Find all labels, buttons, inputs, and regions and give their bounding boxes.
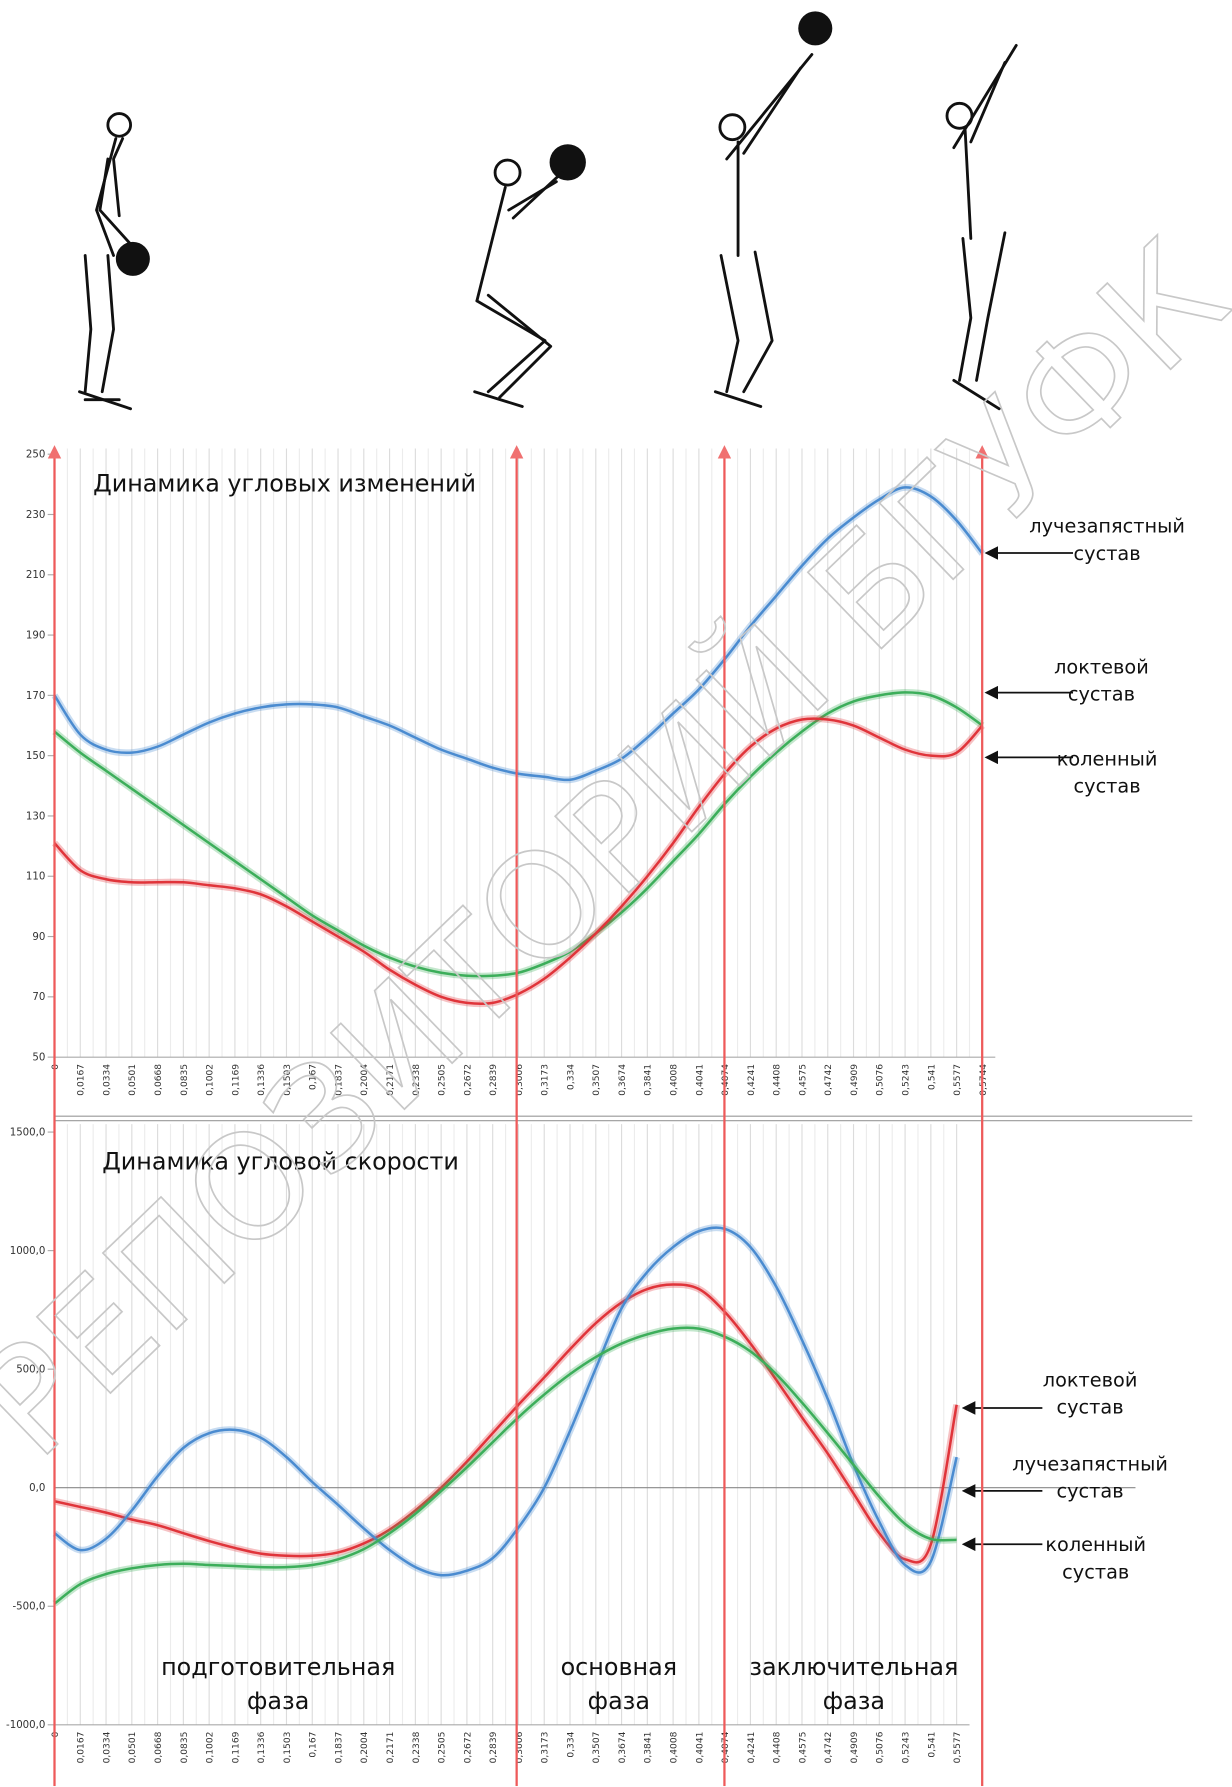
series-label: коленный сустав xyxy=(1045,1532,1146,1587)
x-tick-label: 0,4408 xyxy=(773,1064,783,1096)
y-tick-label: 250 xyxy=(26,450,45,461)
x-tick-label: 0 xyxy=(51,1064,61,1070)
y-tick-label: 170 xyxy=(26,691,45,702)
x-tick-label: 0,4909 xyxy=(850,1731,860,1763)
x-tick-label: 0,5577 xyxy=(953,1064,963,1096)
x-tick-label: 0 xyxy=(51,1731,61,1737)
x-tick-label: 0,0501 xyxy=(128,1064,138,1096)
chart-canvas: 0 0,0167 0,0334 0,0501 0,0668 0,0835 0,1002 0,1… xyxy=(0,0,1232,1786)
x-tick-label: 0,541 xyxy=(927,1732,937,1758)
y-tick-label: 50 xyxy=(32,1053,45,1064)
x-tick-label: 0,1002 xyxy=(206,1732,216,1764)
x-tick-label: 0,1169 xyxy=(231,1731,241,1763)
x-tick-label: 0,1837 xyxy=(334,1732,344,1764)
x-tick-label: 0,334 xyxy=(566,1731,576,1757)
y-tick-label: 150 xyxy=(26,751,45,762)
y-tick-label: 210 xyxy=(26,570,45,581)
x-tick-label: 0,0334 xyxy=(102,1731,112,1763)
x-tick-label: 0,4074 xyxy=(721,1064,731,1096)
y-tick-label: 1000,0 xyxy=(10,1246,46,1257)
figure-1 xyxy=(79,114,149,409)
x-tick-label: 0,0167 xyxy=(77,1064,87,1096)
y-tick-label: 230 xyxy=(26,510,45,521)
x-tick-label: 0,3841 xyxy=(644,1064,654,1096)
series-label: локтевой сустав xyxy=(1043,1367,1138,1422)
x-tick-label: 0,2004 xyxy=(360,1731,370,1763)
x-tick-label: 0,3507 xyxy=(592,1064,602,1096)
watermark: РЕПОЗИТОРИЙ БГУФК xyxy=(0,210,1232,1489)
figure-3 xyxy=(715,11,832,406)
x-tick-label: 0,0334 xyxy=(102,1064,112,1096)
x-tick-label: 0,2672 xyxy=(463,1732,473,1764)
y-tick-label: 110 xyxy=(26,872,45,883)
phase-label: основная фаза xyxy=(561,1650,677,1718)
series-label: коленный сустав xyxy=(1057,746,1158,801)
x-tick-label: 0,4408 xyxy=(773,1731,783,1763)
x-tick-label: 0,5577 xyxy=(953,1732,963,1764)
chart-title: Динамика угловых изменений xyxy=(93,470,476,498)
y-tick-label: -500,0 xyxy=(13,1602,46,1613)
x-tick-label: 0,0668 xyxy=(154,1731,164,1763)
x-tick-label: 0,0167 xyxy=(77,1732,87,1764)
x-tick-label: 0,3173 xyxy=(541,1731,551,1763)
x-tick-label: 0,5076 xyxy=(876,1064,886,1096)
x-tick-label: 0,3507 xyxy=(592,1732,602,1764)
x-tick-label: 0,2839 xyxy=(489,1731,499,1763)
phase-label: заключительная фаза xyxy=(749,1650,958,1718)
x-tick-label: 0,4909 xyxy=(850,1064,860,1096)
series-label: локтевой сустав xyxy=(1054,654,1149,709)
x-tick-label: 0,3841 xyxy=(644,1732,654,1764)
x-tick-label: 0,5076 xyxy=(876,1731,886,1763)
x-tick-label: 0,1336 xyxy=(257,1731,267,1763)
x-tick-label: 0,0501 xyxy=(128,1732,138,1764)
x-tick-label: 0,3674 xyxy=(618,1064,628,1096)
x-tick-label: 0,4742 xyxy=(824,1732,834,1764)
x-tick-label: 0,4241 xyxy=(747,1732,757,1764)
x-tick-label: 0,4241 xyxy=(747,1064,757,1096)
x-tick-label: 0,0668 xyxy=(154,1064,164,1096)
x-tick-label: 0,5243 xyxy=(901,1731,911,1763)
x-tick-label: 0,4074 xyxy=(721,1731,731,1763)
x-tick-label: 0,2505 xyxy=(438,1732,448,1764)
x-tick-label: 0,1002 xyxy=(206,1064,216,1096)
x-tick-label: 0,4742 xyxy=(824,1064,834,1096)
x-tick-label: 0,3674 xyxy=(618,1731,628,1763)
series-label: лучезапястный сустав xyxy=(1029,513,1185,568)
x-tick-label: 0,3173 xyxy=(541,1064,551,1096)
x-tick-label: 0,2338 xyxy=(412,1731,422,1763)
x-tick-label: 0,4575 xyxy=(798,1732,808,1764)
y-tick-label: 130 xyxy=(26,811,45,822)
x-tick-label: 0,4041 xyxy=(695,1064,705,1096)
x-tick-label: 0,1503 xyxy=(283,1731,293,1763)
x-tick-label: 0,5744 xyxy=(979,1064,989,1096)
page: 0 0,0167 0,0334 0,0501 0,0668 0,0835 0,1002 0,1… xyxy=(0,0,1232,1786)
y-tick-label: 190 xyxy=(26,630,45,641)
x-tick-label: 0,167 xyxy=(309,1732,319,1758)
x-tick-label: 0,4575 xyxy=(798,1064,808,1096)
y-tick-label: 90 xyxy=(32,932,45,943)
x-tick-label: 0,334 xyxy=(566,1064,576,1090)
phase-label: подготовительная фаза xyxy=(161,1650,395,1718)
y-tick-label: 70 xyxy=(32,992,45,1003)
y-tick-label: 1500,0 xyxy=(10,1127,46,1138)
x-tick-label: 0,2171 xyxy=(386,1732,396,1764)
x-tick-label: 0,4008 xyxy=(670,1731,680,1763)
series-label: лучезапястный сустав xyxy=(1012,1451,1168,1506)
y-tick-label: -1000,0 xyxy=(6,1720,45,1731)
x-tick-label: 0,541 xyxy=(927,1064,937,1090)
x-tick-label: 0,4041 xyxy=(695,1732,705,1764)
x-tick-label: 0,0835 xyxy=(180,1064,190,1096)
figure-2 xyxy=(475,144,586,406)
x-tick-label: 0,4008 xyxy=(670,1064,680,1096)
y-tick-label: 0,0 xyxy=(29,1483,45,1494)
x-tick-label: 0,0835 xyxy=(180,1732,190,1764)
x-tick-label: 0,5243 xyxy=(901,1064,911,1096)
